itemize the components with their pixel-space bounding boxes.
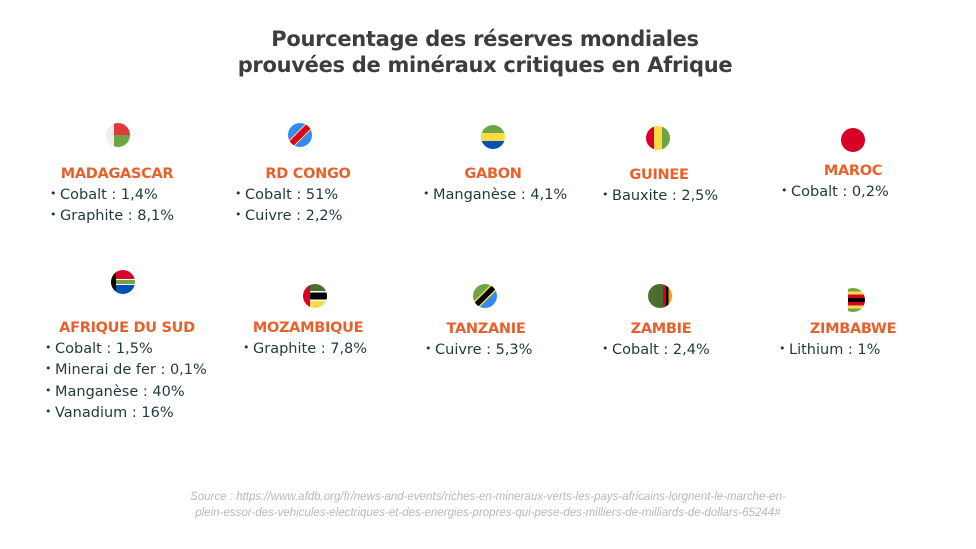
mineral-list: Manganèse : 4,1% bbox=[423, 184, 567, 205]
mineral-list: Graphite : 7,8% bbox=[243, 338, 367, 359]
country-name: GUINEE bbox=[629, 167, 689, 183]
source-line-1: Source : https://www.afdb.org/fr/news-an… bbox=[190, 491, 786, 503]
mineral-item: Graphite : 8,1% bbox=[50, 205, 174, 226]
mineral-item: Cobalt : 1,5% bbox=[45, 338, 207, 359]
mineral-list: Lithium : 1% bbox=[779, 339, 880, 360]
country-name: RD CONGO bbox=[265, 166, 351, 182]
gabon-flag-icon bbox=[481, 125, 505, 149]
mineral-item: Bauxite : 2,5% bbox=[602, 185, 718, 206]
mineral-list: Cobalt : 0,2% bbox=[781, 181, 889, 202]
country-name: TANZANIE bbox=[446, 321, 526, 337]
title-line-2: prouvées de minéraux critiques en Afriqu… bbox=[237, 53, 733, 77]
guinea-flag-icon bbox=[646, 126, 670, 150]
zimbabwe-flag-icon bbox=[841, 288, 865, 312]
country-name: MADAGASCAR bbox=[60, 166, 174, 182]
mineral-list: Cobalt : 2,4% bbox=[602, 339, 710, 360]
source-line-2: plein-essor-des-vehicules-electriques-et… bbox=[195, 507, 781, 519]
mineral-item: Graphite : 7,8% bbox=[243, 338, 367, 359]
mineral-item: Cuivre : 2,2% bbox=[235, 205, 342, 226]
morocco-flag-icon bbox=[841, 128, 865, 152]
zambia-flag-icon bbox=[648, 284, 672, 308]
mineral-item: Manganèse : 40% bbox=[45, 381, 207, 402]
tanzania-flag-icon bbox=[473, 284, 497, 308]
page-title: Pourcentage des réserves mondiales prouv… bbox=[0, 26, 970, 78]
mineral-list: Cuivre : 5,3% bbox=[425, 339, 532, 360]
mineral-item: Cobalt : 1,4% bbox=[50, 184, 174, 205]
mineral-item: Lithium : 1% bbox=[779, 339, 880, 360]
mineral-item: Cobalt : 51% bbox=[235, 184, 342, 205]
south-africa-flag-icon bbox=[111, 270, 135, 294]
mineral-list: Bauxite : 2,5% bbox=[602, 185, 718, 206]
country-name: MOZAMBIQUE bbox=[252, 320, 364, 336]
mozambique-flag-icon bbox=[303, 284, 327, 308]
madagascar-flag-icon bbox=[106, 123, 130, 147]
title-line-1: Pourcentage des réserves mondiales bbox=[271, 27, 699, 51]
mineral-list: Cobalt : 51% Cuivre : 2,2% bbox=[235, 184, 342, 227]
mineral-item: Cobalt : 0,2% bbox=[781, 181, 889, 202]
mineral-item: Manganèse : 4,1% bbox=[423, 184, 567, 205]
country-name: ZAMBIE bbox=[630, 321, 692, 337]
country-name: MAROC bbox=[823, 163, 883, 179]
country-name: AFRIQUE DU SUD bbox=[59, 320, 195, 336]
country-name: ZIMBABWE bbox=[809, 321, 897, 337]
mineral-item: Vanadium : 16% bbox=[45, 402, 207, 423]
mineral-list: Cobalt : 1,5% Minerai de fer : 0,1% Mang… bbox=[45, 338, 207, 423]
mineral-item: Minerai de fer : 0,1% bbox=[45, 359, 207, 380]
mineral-item: Cuivre : 5,3% bbox=[425, 339, 532, 360]
mineral-list: Cobalt : 1,4% Graphite : 8,1% bbox=[50, 184, 174, 227]
mineral-item: Cobalt : 2,4% bbox=[602, 339, 710, 360]
country-name: GABON bbox=[464, 166, 522, 182]
source-note: Source : https://www.afdb.org/fr/news-an… bbox=[0, 489, 976, 521]
dr-congo-flag-icon bbox=[288, 123, 312, 147]
